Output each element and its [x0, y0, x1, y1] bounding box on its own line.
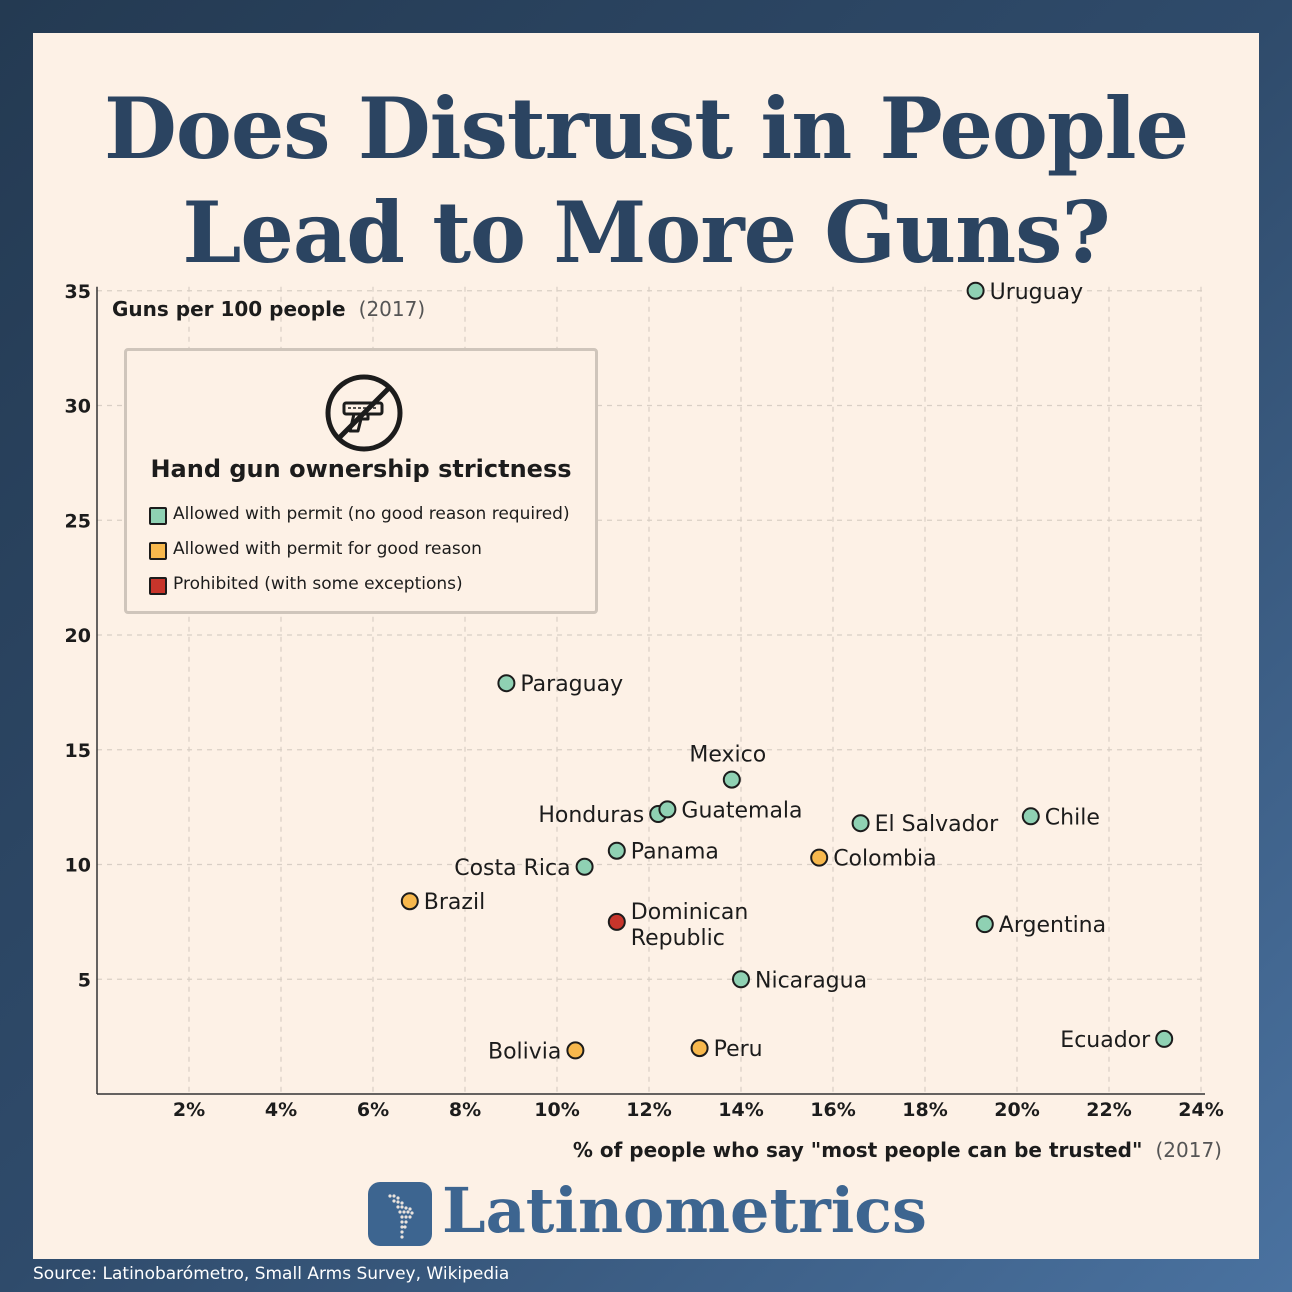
y-axis-label: Guns per 100 people — [112, 297, 346, 321]
label-brazil: Brazil — [424, 890, 485, 915]
label-el-salvador: El Salvador — [875, 812, 999, 837]
point-colombia — [810, 848, 829, 867]
label-peru: Peru — [714, 1037, 763, 1062]
label-colombia: Colombia — [833, 847, 936, 872]
label-mexico: Mexico — [689, 743, 766, 768]
page-title: Does Distrust in People Lead to More Gun… — [33, 77, 1259, 285]
chart-axes — [96, 286, 1205, 1095]
point-bolivia — [566, 1041, 585, 1060]
x-tick-label: 24% — [1178, 1099, 1223, 1121]
point-paraguay — [497, 674, 516, 693]
y-tick-label: 20 — [65, 625, 91, 647]
title-line-1: Does Distrust in People — [103, 79, 1189, 178]
y-axis-title: Guns per 100 people (2017) — [112, 297, 425, 321]
source-note: Source: Latinobarómetro, Small Arms Surv… — [33, 1264, 510, 1284]
y-tick-label: 10 — [65, 855, 91, 877]
chart-ticks: 5 10 15 20 25 30 35 2% 4% 6% 8% 10% 12% 14% 16% 18% 20% 2… — [65, 281, 1224, 1121]
legend-label-permit: Allowed with permit (no good reason requ… — [173, 504, 570, 524]
label-argentina: Argentina — [999, 913, 1106, 938]
legend-swatch-red — [149, 577, 167, 595]
x-tick-label: 18% — [902, 1099, 947, 1121]
x-axis-title: % of people who say "most people can be … — [573, 1138, 1222, 1162]
legend-label-reason: Allowed with permit for good reason — [173, 539, 482, 559]
legend-label-prohibited: Prohibited (with some exceptions) — [173, 574, 463, 594]
label-bolivia: Bolivia — [488, 1039, 561, 1064]
x-tick-label: 2% — [173, 1099, 205, 1121]
y-tick-label: 25 — [65, 510, 91, 532]
x-tick-label: 8% — [449, 1099, 481, 1121]
x-tick-label: 20% — [994, 1099, 1039, 1121]
point-uruguay — [966, 281, 985, 300]
x-tick-label: 12% — [626, 1099, 671, 1121]
label-uruguay: Uruguay — [990, 280, 1084, 305]
label-chile: Chile — [1045, 805, 1100, 830]
label-guatemala: Guatemala — [681, 798, 802, 823]
x-tick-label: 14% — [718, 1099, 763, 1121]
chart-grid — [97, 286, 1205, 1094]
y-tick-label: 35 — [65, 281, 91, 303]
x-tick-label: 10% — [534, 1099, 579, 1121]
no-guns-icon — [325, 374, 403, 452]
label-panama: Panama — [631, 840, 719, 865]
label-nicaragua: Nicaragua — [755, 968, 867, 993]
label-honduras: Honduras — [538, 803, 644, 828]
latin-america-map-icon — [368, 1182, 432, 1246]
label-paraguay: Paraguay — [520, 672, 623, 697]
brand-name: Latinometrics — [442, 1174, 927, 1247]
point-panama — [607, 841, 626, 860]
point-mexico — [722, 770, 741, 789]
chart-point-labels: Uruguay Paraguay Mexico Honduras Guatemala El… — [424, 280, 1151, 1065]
point-argentina — [975, 915, 994, 934]
chart-points — [400, 281, 1174, 1060]
x-tick-label: 16% — [810, 1099, 855, 1121]
legend-swatch-green — [149, 507, 167, 525]
y-tick-label: 15 — [65, 740, 91, 762]
legend-swatch-orange — [149, 542, 167, 560]
x-axis-label: % of people who say "most people can be … — [573, 1138, 1143, 1162]
point-peru — [690, 1039, 709, 1058]
point-guatemala — [658, 800, 677, 819]
point-nicaragua — [732, 970, 750, 989]
point-ecuador — [1155, 1029, 1174, 1048]
y-tick-label: 5 — [78, 969, 91, 991]
title-line-2: Lead to More Guns? — [182, 183, 1110, 282]
y-axis-year: (2017) — [359, 297, 426, 321]
x-tick-label: 22% — [1086, 1099, 1131, 1121]
point-dominican-republic — [607, 912, 626, 931]
label-dominican-republic: Dominican Republic — [631, 900, 749, 951]
infographic-panel: Does Distrust in People Lead to More Gun… — [33, 33, 1259, 1259]
label-ecuador: Ecuador — [1060, 1028, 1151, 1053]
x-axis-year: (2017) — [1155, 1138, 1222, 1162]
point-el-salvador — [851, 814, 870, 833]
legend-title: Hand gun ownership strictness — [150, 455, 572, 483]
x-tick-label: 6% — [357, 1099, 389, 1121]
brand-logo: Latinometrics — [368, 1174, 928, 1250]
chart-legend: Hand gun ownership strictness Allowed wi… — [124, 348, 598, 614]
point-chile — [1021, 807, 1040, 826]
label-costa-rica: Costa Rica — [454, 856, 570, 881]
point-costa-rica — [575, 857, 594, 876]
y-tick-label: 30 — [65, 396, 91, 418]
point-brazil — [400, 892, 419, 911]
x-tick-label: 4% — [265, 1099, 297, 1121]
